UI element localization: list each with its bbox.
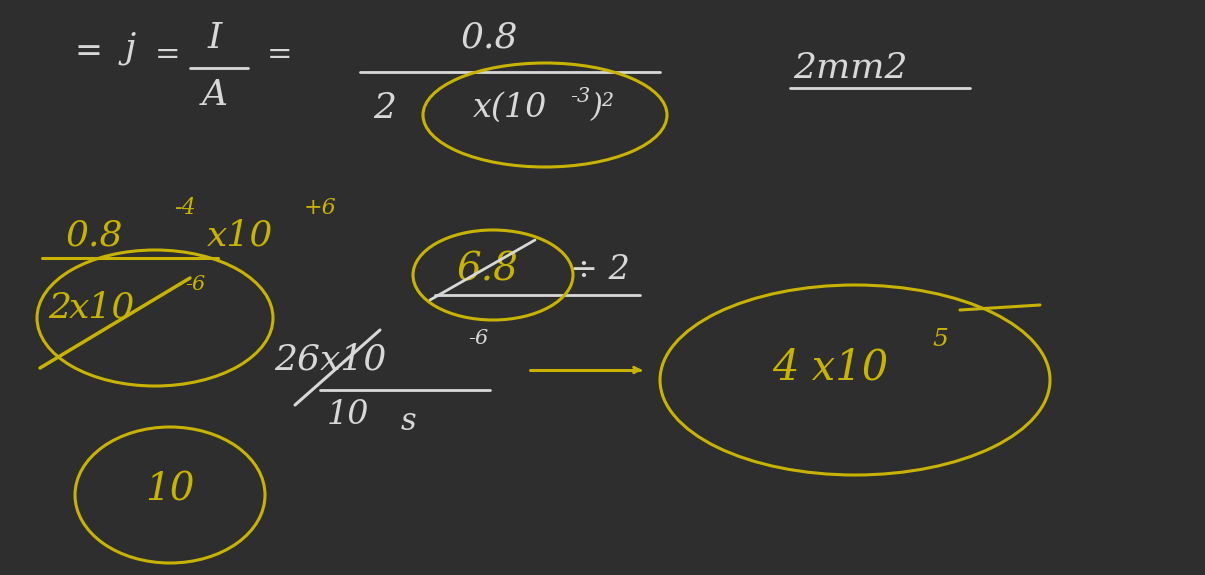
- Text: x10: x10: [69, 291, 135, 325]
- Text: -6: -6: [468, 328, 488, 347]
- Text: 4 x10: 4 x10: [772, 347, 888, 389]
- Text: 26x10: 26x10: [274, 343, 386, 377]
- Text: 2: 2: [48, 291, 71, 325]
- Text: 5: 5: [931, 328, 948, 351]
- Text: 10: 10: [327, 399, 369, 431]
- Text: +6: +6: [304, 197, 336, 219]
- Text: 6.8: 6.8: [457, 251, 519, 289]
- Text: =: =: [74, 36, 102, 68]
- Text: 2: 2: [374, 91, 396, 125]
- Text: s: s: [400, 407, 416, 438]
- Text: I: I: [208, 21, 222, 55]
- Text: 0.8: 0.8: [462, 21, 518, 55]
- Text: 10: 10: [146, 472, 195, 508]
- Text: -6: -6: [184, 275, 205, 294]
- Text: -4: -4: [175, 197, 195, 219]
- Text: =: =: [268, 40, 293, 71]
- Text: =: =: [155, 40, 181, 71]
- Text: ÷ 2: ÷ 2: [570, 254, 630, 286]
- Text: )²: )²: [590, 93, 615, 124]
- Text: j: j: [124, 31, 136, 65]
- Text: 0.8: 0.8: [66, 218, 124, 252]
- Text: x10: x10: [207, 218, 274, 252]
- Text: A: A: [202, 78, 228, 112]
- Text: 2mm2: 2mm2: [793, 51, 907, 85]
- Text: -3: -3: [570, 87, 590, 106]
- Text: x(10: x(10: [472, 92, 547, 124]
